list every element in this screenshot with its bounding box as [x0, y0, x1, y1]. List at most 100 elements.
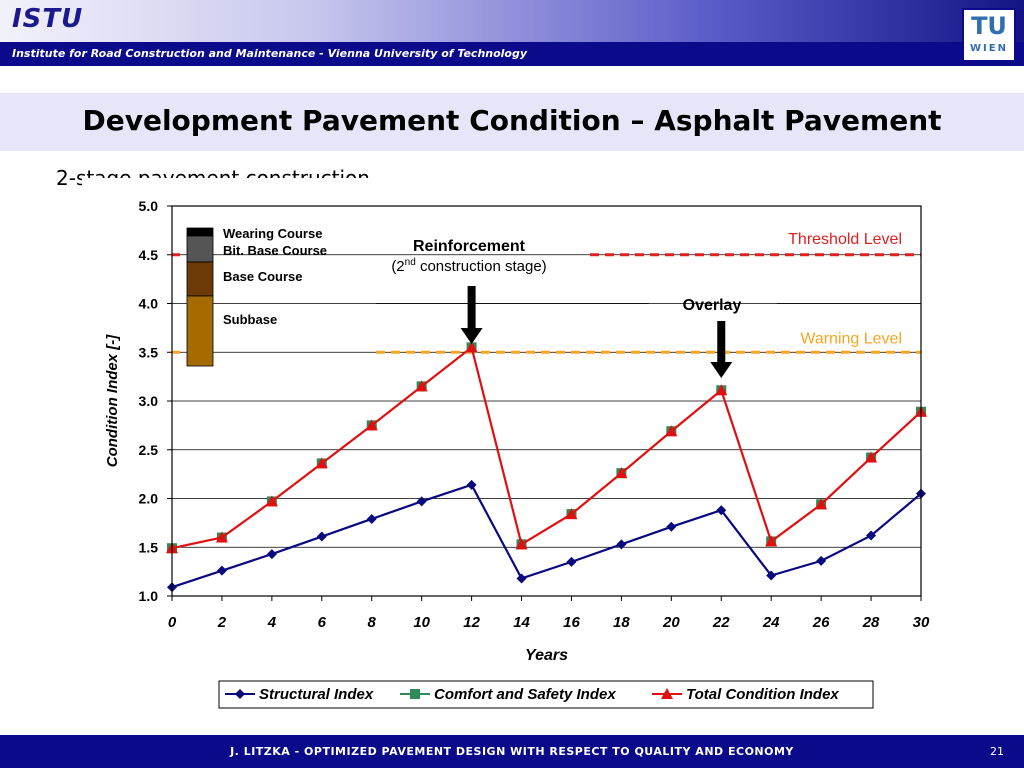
data-point — [615, 467, 628, 479]
data-point — [515, 538, 528, 550]
arrow-head — [710, 362, 733, 378]
data-point — [765, 535, 778, 547]
y-tick-label: 4.5 — [139, 247, 159, 263]
data-point — [316, 531, 327, 542]
istu-logo: ISTU — [12, 4, 84, 34]
data-point — [516, 573, 527, 584]
x-tick-label: 6 — [318, 614, 327, 631]
tu-logo-text: TU — [971, 12, 1007, 40]
footer-text: J. LITZKA - OPTIMIZED PAVEMENT DESIGN WI… — [230, 745, 794, 758]
series-group — [167, 479, 926, 593]
data-point — [416, 496, 427, 507]
x-tick-label: 4 — [267, 614, 277, 631]
data-point — [865, 451, 878, 463]
layer-label: Wearing Course — [223, 226, 322, 241]
y-tick-label: 3.5 — [139, 344, 159, 360]
wien-logo-text: WIEN — [970, 43, 1008, 54]
overlay-label: Overlay — [683, 297, 742, 314]
plot-frame — [171, 205, 922, 597]
data-point — [410, 689, 420, 699]
stage-suffix: construction stage) — [416, 258, 547, 275]
institute-bar: Institute for Road Construction and Main… — [0, 42, 1024, 66]
title-band — [0, 93, 1024, 151]
legend-frame — [218, 680, 874, 709]
data-point — [315, 457, 328, 469]
footer-bar: J. LITZKA - OPTIMIZED PAVEMENT DESIGN WI… — [0, 735, 1024, 768]
threshold-label: Threshold Level — [788, 231, 902, 248]
layer-label: Base Course — [223, 269, 302, 284]
data-point — [216, 565, 227, 576]
construction-stage-label: (2nd construction stage) — [391, 257, 546, 275]
x-tick-label: 10 — [413, 614, 430, 631]
x-tick-label: 22 — [712, 614, 730, 631]
data-point — [666, 521, 677, 532]
y-tick-label: 2.5 — [139, 442, 159, 458]
legend-label: Structural Index — [259, 686, 374, 703]
series-line — [171, 483, 922, 589]
y-tick-label: 1.0 — [139, 588, 159, 604]
layer-block — [186, 227, 214, 237]
data-point — [565, 508, 578, 520]
series-group — [167, 342, 926, 554]
y-tick-label: 4.0 — [139, 296, 159, 312]
series-line — [171, 345, 922, 550]
chart-legend: Structural Index Comfort and Safety Index… — [218, 680, 874, 709]
arrow-shaft — [717, 321, 726, 364]
layer-label: Subbase — [223, 312, 277, 327]
arrow-head — [460, 328, 483, 344]
legend-label: Comfort and Safety Index — [434, 686, 616, 703]
data-point — [366, 513, 377, 524]
data-point — [816, 555, 827, 566]
data-point — [415, 380, 428, 392]
y-tick-label: 3.0 — [139, 393, 159, 409]
y-tick-label: 5.0 — [139, 198, 159, 214]
pavement-condition-chart: 1.01.52.02.53.03.54.04.55.0 0 2 4 6 8 10 12 14 1… — [104, 198, 930, 709]
x-tick-label: 2 — [217, 614, 227, 631]
reinforcement-label: Reinforcement — [413, 238, 526, 255]
data-point — [465, 341, 478, 353]
x-tick-label: 12 — [463, 614, 480, 631]
data-point — [266, 549, 277, 560]
layer-label: Bit. Base Course — [223, 243, 327, 258]
arrow-shaft — [467, 286, 476, 330]
x-tick-label: 30 — [913, 614, 930, 631]
header-bar — [0, 0, 1024, 42]
layer-block — [186, 235, 214, 263]
data-point — [766, 570, 777, 581]
chart-area: 1.0 1.5 2.0 2.5 3.0 3.5 4.0 4.5 5.0 0 2 4 6 8 10 12 14 1… — [82, 178, 948, 714]
institute-name: Institute for Road Construction and Main… — [12, 47, 528, 60]
x-tick-label: 20 — [662, 614, 680, 631]
x-tick-label: 18 — [613, 614, 630, 631]
x-axis-label: Years — [525, 647, 568, 664]
data-point — [815, 498, 828, 510]
data-point — [566, 556, 577, 567]
slide-title: Development Pavement Condition – Asphalt… — [82, 104, 942, 137]
data-point — [616, 539, 627, 550]
warning-label: Warning Level — [800, 330, 902, 347]
data-point — [466, 479, 477, 490]
stage-prefix: (2 — [391, 258, 404, 275]
data-point — [661, 688, 673, 699]
x-tick-label: 24 — [762, 614, 780, 631]
data-point — [265, 495, 278, 507]
x-tick-label: 26 — [812, 614, 830, 631]
layer-block — [186, 295, 214, 367]
x-tick-label: 16 — [563, 614, 580, 631]
layer-block — [186, 261, 214, 297]
data-point — [866, 530, 877, 541]
page-number: 21 — [990, 745, 1004, 758]
x-tick-label: 14 — [513, 614, 530, 631]
legend-label: Total Condition Index — [686, 686, 839, 703]
data-point — [215, 531, 228, 543]
y-tick-label: 2.0 — [139, 491, 159, 507]
x-tick-label: 28 — [862, 614, 880, 631]
data-point — [235, 689, 245, 699]
y-tick-label: 1.5 — [139, 539, 159, 555]
data-point — [715, 384, 728, 396]
y-axis-label: Condition Index [-] — [104, 334, 121, 467]
series-group — [166, 341, 927, 554]
stage-superscript: nd — [405, 257, 416, 268]
data-point — [716, 505, 727, 516]
data-point — [665, 425, 678, 437]
x-tick-label: 8 — [368, 614, 377, 631]
